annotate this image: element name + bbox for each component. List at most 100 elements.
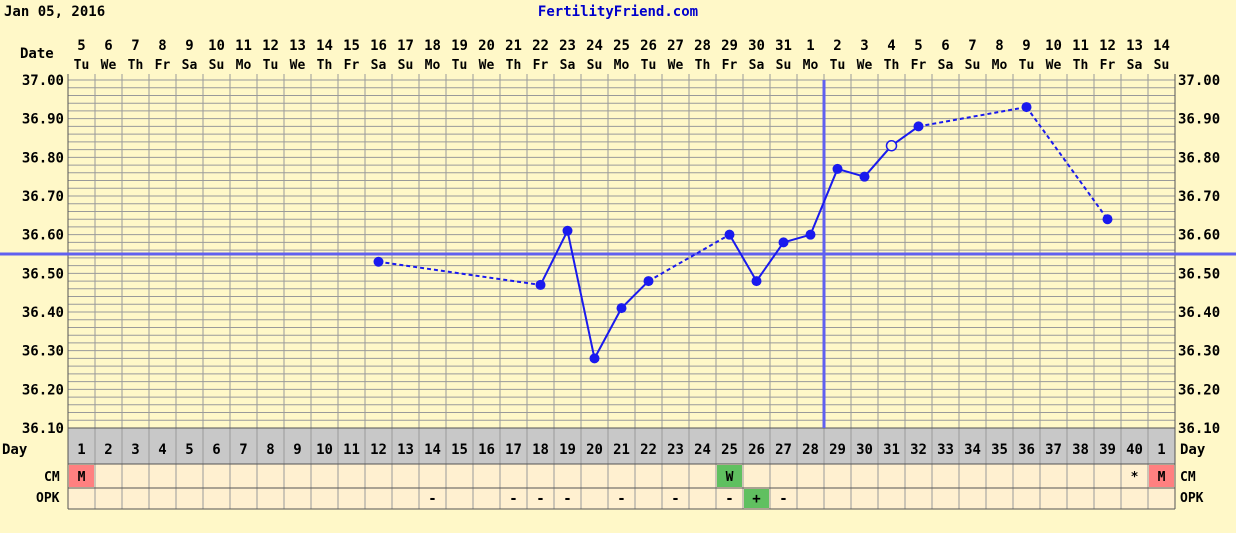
temp-point — [1021, 102, 1032, 113]
cycle-day-label: 3 — [131, 442, 139, 458]
temp-segment — [863, 145, 893, 178]
date-row-label: Date — [20, 46, 54, 62]
y-tick-label-left: 36.30 — [22, 344, 64, 360]
x-weekday-label: We — [1046, 58, 1062, 73]
x-weekday-label: We — [668, 58, 684, 73]
temp-segment — [728, 234, 758, 282]
y-tick-label-left: 36.20 — [22, 382, 64, 398]
x-weekday-label: Tu — [1019, 58, 1035, 73]
temp-segment — [648, 233, 730, 282]
cycle-day-label: 10 — [316, 442, 333, 458]
opk-marker: - — [779, 491, 787, 507]
y-tick-label-right: 36.80 — [1178, 150, 1220, 166]
y-tick-label-right: 36.50 — [1178, 266, 1220, 282]
x-weekday-label: Tu — [830, 58, 846, 73]
x-date-label: 12 — [262, 38, 279, 54]
temp-point — [643, 276, 654, 287]
x-weekday-label: Fr — [911, 58, 927, 73]
cycle-day-label: 32 — [910, 442, 927, 458]
site-link[interactable]: FertilityFriend.com — [538, 4, 698, 20]
cycle-day-label: 15 — [451, 442, 468, 458]
cycle-day-label: 33 — [937, 442, 954, 458]
opk-row-bg — [68, 488, 1175, 509]
day-row-label-left: Day — [2, 442, 28, 458]
cm-row-label-right: CM — [1180, 470, 1196, 485]
x-date-label: 5 — [914, 38, 922, 54]
x-date-label: 26 — [640, 38, 657, 54]
cycle-day-label: 40 — [1126, 442, 1143, 458]
cycle-day-label: 1 — [77, 442, 85, 458]
x-date-label: 7 — [131, 38, 139, 54]
row-markers: M W * M - - - - - - - + - — [69, 465, 1174, 508]
y-tick-label-right: 36.10 — [1178, 421, 1220, 437]
temp-segment — [809, 168, 839, 236]
x-weekday-label: Mo — [992, 58, 1008, 73]
temp-point — [724, 229, 735, 240]
x-date-label: 9 — [1022, 38, 1030, 54]
x-weekday-label: Sa — [371, 58, 387, 73]
x-weekday-label: We — [101, 58, 117, 73]
x-weekday-label: Fr — [533, 58, 549, 73]
cycle-day-label: 23 — [667, 442, 684, 458]
y-tick-label-left: 36.10 — [22, 421, 64, 437]
x-weekday-label: Su — [587, 58, 603, 73]
cycle-day-label: 25 — [721, 442, 738, 458]
date-headers: 5 6 7 8 9 10 11 12 13 14 15 16 17 18 19 20 21 22 23 24 25 26 2… — [74, 38, 1170, 458]
x-date-label: 6 — [104, 38, 112, 54]
cycle-day-label: 22 — [640, 442, 657, 458]
cycle-day-label: 21 — [613, 442, 630, 458]
cycle-day-label: 18 — [532, 442, 549, 458]
x-date-label: 20 — [478, 38, 495, 54]
cycle-day-label: 29 — [829, 442, 846, 458]
opk-marker: - — [536, 491, 544, 507]
x-date-label: 30 — [748, 38, 765, 54]
cycle-day-label: 34 — [964, 442, 981, 458]
x-weekday-label: Sa — [1127, 58, 1143, 73]
temp-point — [535, 279, 546, 290]
cm-marker-bg — [69, 465, 94, 487]
y-tick-label-right: 36.60 — [1178, 228, 1220, 244]
temp-segment — [755, 241, 785, 282]
x-date-label: 13 — [289, 38, 306, 54]
x-weekday-label: Th — [317, 58, 333, 73]
temp-segment — [620, 280, 650, 309]
cycle-day-label: 2 — [104, 442, 112, 458]
x-date-label: 25 — [613, 38, 630, 54]
x-date-label: 19 — [451, 38, 468, 54]
cycle-day-label: 12 — [370, 442, 387, 458]
x-date-label: 7 — [968, 38, 976, 54]
cycle-day-label: 30 — [856, 442, 873, 458]
x-weekday-label: Tu — [641, 58, 657, 73]
axes: 37.00 37.00 36.90 36.90 36.80 36.80 36.70 36.70… — [22, 73, 1220, 437]
x-date-label: 10 — [208, 38, 225, 54]
x-date-label: 23 — [559, 38, 576, 54]
cycle-day-label: 19 — [559, 442, 576, 458]
cycle-day-label: 14 — [424, 442, 441, 458]
x-weekday-label: Sa — [182, 58, 198, 73]
temp-point — [832, 163, 843, 174]
x-date-label: 21 — [505, 38, 522, 54]
x-date-label: 31 — [775, 38, 792, 54]
cycle-day-label: 8 — [266, 442, 274, 458]
x-date-label: 1 — [806, 38, 814, 54]
temp-segment — [1025, 106, 1109, 220]
opk-marker: - — [509, 491, 517, 507]
cycle-day-label: 9 — [293, 442, 301, 458]
x-date-label: 28 — [694, 38, 711, 54]
y-tick-label-right: 36.30 — [1178, 344, 1220, 360]
x-weekday-label: Mo — [614, 58, 630, 73]
y-tick-label-left: 36.70 — [22, 189, 64, 205]
temp-point — [885, 139, 898, 152]
day-rows — [68, 428, 1175, 509]
opk-marker: - — [563, 491, 571, 507]
y-tick-label-right: 36.70 — [1178, 189, 1220, 205]
x-date-label: 29 — [721, 38, 738, 54]
x-weekday-label: Fr — [722, 58, 738, 73]
temp-point — [616, 303, 627, 314]
cycle-day-label: 11 — [343, 442, 360, 458]
x-date-label: 16 — [370, 38, 387, 54]
x-date-label: 12 — [1099, 38, 1116, 54]
temp-point — [913, 121, 924, 132]
cm-marker-bg — [717, 465, 742, 487]
cycle-day-label: 27 — [775, 442, 792, 458]
